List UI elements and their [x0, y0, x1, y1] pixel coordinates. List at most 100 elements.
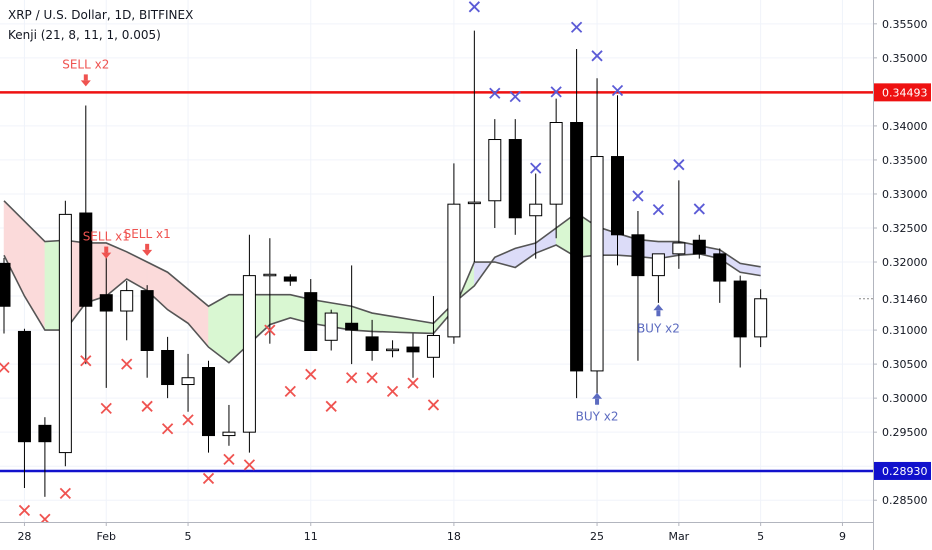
- candle-body-up: [120, 290, 134, 312]
- cloud-segment: [269, 294, 291, 325]
- candle: [631, 210, 645, 361]
- candle-body-down: [161, 349, 175, 386]
- x-marker: [243, 459, 256, 471]
- horizontal-lines: [0, 91, 873, 473]
- arrow-down-icon: [142, 249, 153, 256]
- time-tick-label: 11: [304, 530, 318, 543]
- arrow-down-icon: [104, 246, 109, 253]
- x-marker: [468, 1, 480, 13]
- candle: [202, 360, 215, 453]
- candle: [283, 274, 297, 286]
- x-stroke: [346, 372, 358, 384]
- x-marker: [530, 162, 542, 174]
- x-marker: [632, 190, 644, 202]
- x-stroke: [530, 162, 542, 174]
- price-badge-label: 0.34493: [882, 86, 928, 99]
- x-stroke: [427, 399, 440, 411]
- candle: [79, 105, 93, 365]
- candle: [754, 289, 768, 348]
- candle: [733, 275, 747, 368]
- x-marker: [693, 203, 705, 215]
- price-tick-label: 0.35000: [882, 52, 928, 65]
- candle-body-up: [672, 242, 686, 255]
- x-marker: [509, 91, 521, 103]
- candle-body-up: [58, 213, 72, 454]
- candle-body-up: [426, 335, 440, 358]
- x-marker: [325, 400, 337, 412]
- candle-body-down: [365, 336, 379, 351]
- candle-body-down: [345, 322, 359, 331]
- candle: [508, 119, 522, 235]
- candle-body-down: [508, 139, 522, 219]
- candle: [0, 257, 11, 334]
- price-tick-label: 0.32000: [882, 256, 928, 269]
- candle-body-up: [590, 156, 604, 372]
- candle: [406, 333, 420, 378]
- x-markers: [0, 1, 705, 525]
- last-price-badge: 0.31460: [874, 289, 931, 308]
- x-marker: [611, 84, 624, 97]
- price-tick-label: 0.32500: [882, 222, 928, 235]
- x-marker: [121, 358, 133, 370]
- x-marker: [427, 399, 440, 411]
- arrow-up-icon: [653, 304, 664, 311]
- x-stroke: [591, 50, 603, 62]
- candle: [99, 248, 113, 388]
- candle-body-up: [488, 139, 502, 202]
- candle: [263, 238, 277, 344]
- candle-body-down: [79, 212, 93, 307]
- candle: [426, 296, 440, 378]
- candle-body-up: [263, 273, 277, 277]
- arrow-down-icon: [80, 80, 91, 87]
- x-stroke: [652, 203, 665, 216]
- candle-body-down: [631, 234, 645, 277]
- time-tick-label: 5: [757, 530, 764, 543]
- arrow-down-icon: [145, 243, 150, 250]
- x-marker: [652, 203, 665, 216]
- x-stroke: [632, 190, 644, 202]
- price-axis[interactable]: 0.285000.290000.295000.300000.305000.310…: [859, 0, 932, 550]
- x-marker: [80, 355, 92, 367]
- x-marker: [141, 400, 153, 412]
- price-tick-label: 0.31000: [882, 324, 928, 337]
- x-stroke: [223, 453, 235, 466]
- x-marker: [570, 21, 583, 33]
- x-stroke: [243, 459, 256, 471]
- candle-body-down: [692, 239, 706, 255]
- sell-signal: SELL x2: [62, 57, 109, 87]
- arrow-up-icon: [595, 398, 600, 405]
- x-marker: [18, 504, 31, 517]
- candle: [324, 309, 338, 351]
- x-stroke: [141, 400, 153, 412]
- x-stroke: [121, 358, 133, 370]
- x-marker: [59, 487, 71, 500]
- time-tick-label: Mar: [668, 530, 689, 543]
- time-axis-background: [0, 522, 873, 550]
- price-tick-label: 0.35500: [882, 18, 928, 31]
- time-axis[interactable]: 28 Feb 5 11 18 25 Mar 5 9: [0, 522, 873, 550]
- x-marker: [305, 368, 317, 380]
- price-tick-label: 0.34000: [882, 120, 928, 133]
- x-marker: [346, 372, 358, 384]
- candle: [713, 248, 727, 303]
- time-tick-label: 28: [17, 530, 31, 543]
- candle: [38, 417, 52, 497]
- sell-label: SELL x1: [83, 230, 130, 244]
- buy-signal: BUY x2: [637, 304, 680, 335]
- candle-body-up: [324, 312, 338, 341]
- candle-body-up: [754, 298, 768, 338]
- candle: [529, 173, 543, 259]
- support-price-badge: 0.28930: [874, 461, 931, 480]
- candle: [161, 336, 175, 399]
- price-tick-label: 0.28500: [882, 494, 928, 507]
- x-stroke: [386, 385, 399, 397]
- x-stroke: [202, 472, 215, 485]
- x-stroke: [80, 355, 92, 367]
- x-marker: [0, 361, 10, 374]
- candle: [488, 119, 502, 228]
- x-stroke: [366, 372, 378, 384]
- price-tick-label: 0.30500: [882, 358, 928, 371]
- candle: [651, 253, 665, 303]
- x-stroke: [407, 377, 419, 389]
